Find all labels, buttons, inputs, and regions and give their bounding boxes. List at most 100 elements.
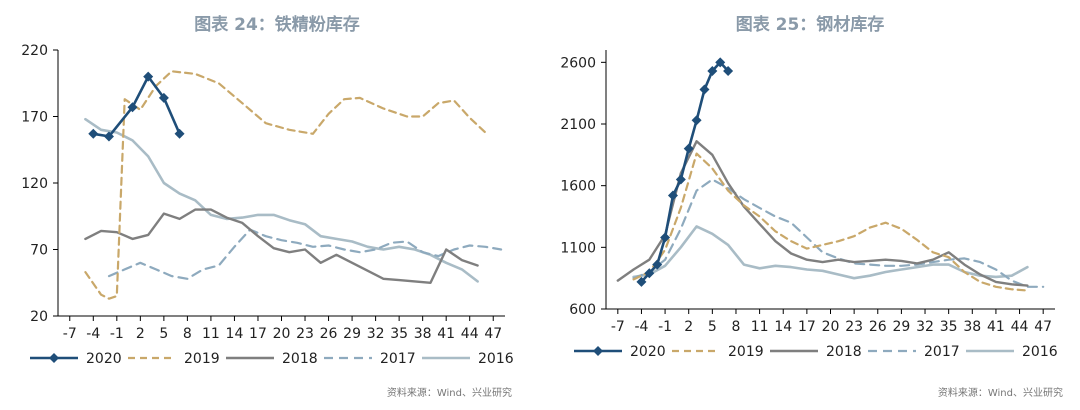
data-point-2020 (158, 92, 169, 103)
series-line-2019 (84, 70, 487, 300)
x-tick-label: 17 (798, 319, 816, 335)
x-tick-label: -4 (634, 319, 648, 335)
legend-label: 2016 (478, 351, 514, 367)
data-point-2020 (723, 65, 734, 76)
x-tick-label: 44 (1011, 319, 1029, 335)
legend-item-2018: 2018 (770, 344, 862, 360)
x-tick-label: 41 (437, 326, 455, 342)
source-note: 资料来源：Wind、兴业研究 (387, 386, 512, 399)
data-point-2020 (88, 128, 99, 139)
legend-item-2016: 2016 (966, 344, 1058, 360)
y-tick-label: 170 (21, 110, 48, 126)
data-point-2020 (660, 232, 671, 243)
x-tick-label: -7 (611, 319, 625, 335)
data-point-2020 (174, 128, 185, 139)
y-tick-label: 120 (21, 176, 48, 192)
x-tick-label: 29 (343, 326, 361, 342)
data-point-2020 (691, 115, 702, 126)
legend-item-2019: 2019 (128, 351, 220, 367)
x-tick-label: 20 (822, 319, 840, 335)
x-tick-label: 11 (751, 319, 769, 335)
x-tick-label: 35 (390, 326, 408, 342)
series-line-2016 (632, 225, 1029, 280)
legend-item-2020: 2020 (574, 344, 666, 360)
x-tick-label: 23 (296, 326, 314, 342)
x-tick-label: 17 (249, 326, 267, 342)
x-tick-label: 23 (845, 319, 863, 335)
legend-item-2016: 2016 (422, 351, 514, 367)
x-tick-label: 2 (684, 319, 693, 335)
x-tick-label: 5 (159, 326, 168, 342)
x-tick-label: 41 (987, 319, 1005, 335)
x-tick-label: 47 (1034, 319, 1052, 335)
data-point-2020 (699, 84, 710, 95)
x-tick-label: 35 (940, 319, 958, 335)
legend-item-2017: 2017 (868, 344, 960, 360)
x-tick-label: 2 (136, 326, 145, 342)
legend-label: 2019 (184, 351, 220, 367)
chart-title: 图表 25：钢材库存 (736, 14, 885, 35)
x-tick-label: 38 (963, 319, 981, 335)
data-point-2020 (652, 259, 663, 270)
data-point-2020 (715, 57, 726, 68)
chart-title: 图表 24：铁精粉库存 (194, 14, 360, 35)
y-tick-label: 20 (30, 309, 48, 325)
legend-label: 2018 (282, 351, 318, 367)
data-point-2020 (683, 143, 694, 154)
x-tick-label: 32 (367, 326, 385, 342)
legend-marker (49, 353, 59, 363)
x-tick-label: 11 (202, 326, 220, 342)
x-tick-label: 8 (732, 319, 741, 335)
data-point-2020 (644, 268, 655, 279)
x-tick-label: 8 (183, 326, 192, 342)
chart-iron-concentrate-inventory: 图表 24：铁精粉库存 资料来源：Wind、兴业研究 2070120170220… (21, 14, 513, 399)
x-tick-label: 14 (226, 326, 244, 342)
legend-label: 2020 (630, 344, 666, 360)
x-tick-label: 32 (916, 319, 934, 335)
x-tick-label: 26 (869, 319, 887, 335)
x-tick-label: 29 (892, 319, 910, 335)
data-point-2020 (667, 190, 678, 201)
x-tick-label: 14 (774, 319, 792, 335)
legend-label: 2018 (826, 344, 862, 360)
legend-label: 2019 (728, 344, 764, 360)
x-tick-label: -4 (86, 326, 100, 342)
data-point-2020 (707, 65, 718, 76)
y-tick-label: 2100 (560, 117, 596, 133)
data-point-2020 (675, 174, 686, 185)
legend-label: 2016 (1022, 344, 1058, 360)
legend-item-2020: 2020 (30, 351, 122, 367)
y-tick-label: 1600 (560, 179, 596, 195)
legend-label: 2017 (380, 351, 416, 367)
legend-item-2018: 2018 (226, 351, 318, 367)
legend-item-2019: 2019 (672, 344, 764, 360)
series-line-2016 (84, 117, 479, 283)
series-line-2017 (107, 228, 503, 280)
x-tick-label: 5 (708, 319, 717, 335)
x-tick-label: 26 (320, 326, 338, 342)
x-tick-label: 47 (484, 326, 502, 342)
legend-label: 2020 (86, 351, 122, 367)
x-tick-label: 44 (461, 326, 479, 342)
data-point-2020 (636, 276, 647, 287)
series-line-2017 (632, 178, 1045, 288)
legend-marker (593, 346, 603, 356)
y-tick-label: 600 (569, 302, 596, 318)
y-tick-label: 2600 (560, 55, 596, 71)
x-tick-label: -1 (110, 326, 124, 342)
legend-label: 2017 (924, 344, 960, 360)
data-point-2020 (127, 102, 138, 113)
y-tick-label: 220 (21, 43, 48, 59)
chart-steel-inventory: 图表 25：钢材库存 资料来源：Wind、兴业研究 600 1100 1600 210… (560, 14, 1063, 399)
series-line-2019 (632, 152, 1029, 292)
y-tick-label: 70 (30, 243, 48, 259)
x-tick-label: -7 (63, 326, 77, 342)
x-tick-label: 38 (414, 326, 432, 342)
y-tick-label: 1100 (560, 240, 596, 256)
legend-item-2017: 2017 (324, 351, 416, 367)
data-point-2020 (103, 131, 114, 142)
series-line-2018 (84, 208, 479, 284)
x-tick-label: -1 (658, 319, 672, 335)
